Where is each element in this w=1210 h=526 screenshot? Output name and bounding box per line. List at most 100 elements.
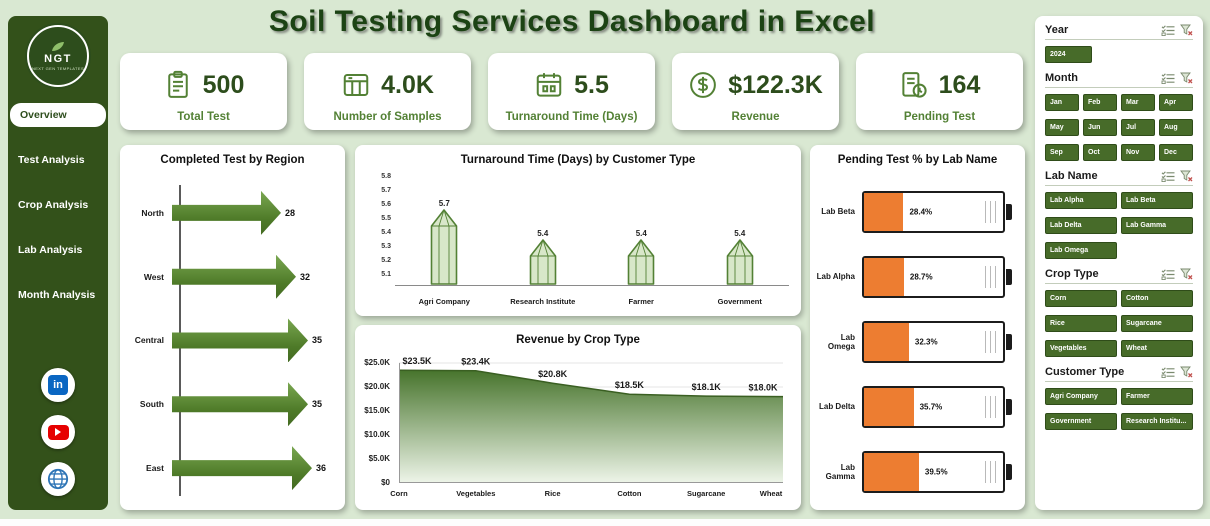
kpi-card-revenue: $122.3K Revenue bbox=[672, 53, 839, 130]
slicer-button-nov[interactable]: Nov bbox=[1121, 144, 1155, 161]
pencil-shape bbox=[627, 239, 655, 285]
bar-label: South bbox=[139, 399, 164, 410]
clear-filter-icon[interactable] bbox=[1180, 24, 1193, 36]
chart-title: Revenue by Crop Type bbox=[516, 334, 640, 346]
multiselect-icon[interactable] bbox=[1161, 170, 1175, 182]
slicer-button-aug[interactable]: Aug bbox=[1159, 119, 1193, 136]
slicer-button-lab-alpha[interactable]: Lab Alpha bbox=[1045, 192, 1117, 209]
x-tick: Research Institute bbox=[510, 297, 576, 306]
linkedin-icon[interactable] bbox=[41, 368, 75, 402]
kpi-label: Pending Test bbox=[903, 111, 976, 123]
multiselect-icon[interactable] bbox=[1161, 366, 1175, 378]
clear-filter-icon[interactable] bbox=[1180, 268, 1193, 280]
chart-revenue-by-crop-type: Revenue by Crop Type $25.0K $20.0K $15.0K $… bbox=[355, 325, 801, 510]
pencil-bar: 5.4 bbox=[494, 229, 593, 285]
bar-label: Lab Delta bbox=[818, 402, 855, 411]
kpi-value: 5.5 bbox=[574, 70, 609, 99]
bar-value: 5.4 bbox=[635, 229, 647, 238]
kpi-card-pending-test: 164 Pending Test bbox=[856, 53, 1023, 130]
slicer-title: Year bbox=[1045, 24, 1069, 36]
sidebar-item-overview[interactable]: Overview bbox=[10, 103, 106, 127]
pencil-bar: 5.4 bbox=[691, 229, 790, 285]
clear-filter-icon[interactable] bbox=[1180, 72, 1193, 84]
slicer-tools bbox=[1161, 72, 1193, 84]
clear-filter-icon[interactable] bbox=[1180, 170, 1193, 182]
battery-bar: 35.7% bbox=[862, 385, 1012, 428]
x-tick: Corn bbox=[390, 489, 408, 498]
slicer-button-dec[interactable]: Dec bbox=[1159, 144, 1193, 161]
sidebar-item-lab-analysis[interactable]: Lab Analysis bbox=[18, 244, 83, 256]
samples-icon bbox=[341, 70, 371, 100]
youtube-icon[interactable] bbox=[41, 415, 75, 449]
battery-stripes bbox=[985, 330, 999, 353]
battery-bar: 28.4% bbox=[862, 190, 1012, 233]
bar-value: 35 bbox=[312, 399, 323, 410]
battery-stripes bbox=[985, 460, 999, 483]
plot-area: North 28 West 32 Central 35 South 35 East 36 bbox=[132, 181, 341, 500]
slicer-button-lab-gamma[interactable]: Lab Gamma bbox=[1121, 217, 1193, 234]
slicer-button-feb[interactable]: Feb bbox=[1083, 94, 1117, 111]
battery-stripes bbox=[985, 265, 999, 288]
bar-value: 28.7% bbox=[909, 272, 933, 281]
pencil-bar: 5.4 bbox=[592, 229, 691, 285]
slicer-button-corn[interactable]: Corn bbox=[1045, 290, 1117, 307]
clear-filter-icon[interactable] bbox=[1180, 366, 1193, 378]
slicer-button-government[interactable]: Government bbox=[1045, 413, 1117, 430]
x-tick: Rice bbox=[544, 489, 561, 498]
slicer-button-farmer[interactable]: Farmer bbox=[1121, 388, 1193, 405]
x-axis: Agri Company Research Institute Farmer Gove… bbox=[395, 297, 789, 306]
slicer-button-may[interactable]: May bbox=[1045, 119, 1079, 136]
slicer-button-jun[interactable]: Jun bbox=[1083, 119, 1117, 136]
revenue-icon bbox=[688, 70, 718, 100]
slicer-title: Customer Type bbox=[1045, 366, 1125, 378]
slicer-lab-name: Lab Name Lab Alpha Lab Beta Lab Delta Lab Ga… bbox=[1045, 170, 1193, 259]
kpi-label: Total Test bbox=[177, 111, 230, 123]
slicer-button-cotton[interactable]: Cotton bbox=[1121, 290, 1193, 307]
slicer-button-sugarcane[interactable]: Sugarcane bbox=[1121, 315, 1193, 332]
slicer-button-rice[interactable]: Rice bbox=[1045, 315, 1117, 332]
bar-value: 35.7% bbox=[919, 402, 943, 411]
slicer-button-jan[interactable]: Jan bbox=[1045, 94, 1079, 111]
svg-text:$18.0K: $18.0K bbox=[748, 383, 778, 393]
chart-title: Turnaround Time (Days) by Customer Type bbox=[460, 154, 696, 166]
slicer-button-apr[interactable]: Apr bbox=[1159, 94, 1193, 111]
y-tick: 5.7 bbox=[381, 187, 391, 194]
sidebar-item-crop-analysis[interactable]: Crop Analysis bbox=[18, 199, 89, 211]
bar-value: 5.4 bbox=[734, 229, 746, 238]
multiselect-icon[interactable] bbox=[1161, 72, 1175, 84]
x-tick: Sugarcane bbox=[687, 489, 726, 498]
slicer-button-sep[interactable]: Sep bbox=[1045, 144, 1079, 161]
battery-stripes bbox=[985, 200, 999, 223]
battery-fill bbox=[864, 257, 904, 296]
kpi-value: 164 bbox=[938, 70, 981, 99]
battery-bar: 32.3% bbox=[862, 320, 1012, 363]
slicer-button-research-institu[interactable]: Research Institu... bbox=[1121, 413, 1193, 430]
social-links bbox=[8, 368, 108, 496]
svg-text:$20.8K: $20.8K bbox=[538, 369, 568, 379]
multiselect-icon[interactable] bbox=[1161, 24, 1175, 36]
slicer-button-lab-delta[interactable]: Lab Delta bbox=[1045, 217, 1117, 234]
slicer-button-wheat[interactable]: Wheat bbox=[1121, 340, 1193, 357]
bar-value: 28 bbox=[285, 207, 296, 218]
kpi-top: $122.3K bbox=[680, 59, 831, 111]
slicer-button-lab-beta[interactable]: Lab Beta bbox=[1121, 192, 1193, 209]
sidebar-item-test-analysis[interactable]: Test Analysis bbox=[18, 154, 85, 166]
bar-value: 28.4% bbox=[909, 207, 933, 216]
slicer-button-vegetables[interactable]: Vegetables bbox=[1045, 340, 1117, 357]
slicer-button-lab-omega[interactable]: Lab Omega bbox=[1045, 242, 1117, 259]
slicer-button-mar[interactable]: Mar bbox=[1121, 94, 1155, 111]
battery-fill bbox=[864, 387, 914, 426]
tests-icon bbox=[163, 70, 193, 100]
globe-icon[interactable] bbox=[41, 462, 75, 496]
slicer-button-jul[interactable]: Jul bbox=[1121, 119, 1155, 136]
multiselect-icon[interactable] bbox=[1161, 268, 1175, 280]
slicer-button-oct[interactable]: Oct bbox=[1083, 144, 1117, 161]
y-tick: 5.8 bbox=[381, 173, 391, 180]
slicer-button-agri-company[interactable]: Agri Company bbox=[1045, 388, 1117, 405]
slicer-button-2024[interactable]: 2024 bbox=[1045, 46, 1092, 63]
bar-value: 36 bbox=[316, 463, 327, 474]
sidebar-item-month-analysis[interactable]: Month Analysis bbox=[18, 289, 96, 301]
y-axis: $25.0K $20.0K $15.0K $10.0K $5.0K $0 bbox=[357, 358, 395, 488]
kpi-top: 5.5 bbox=[496, 59, 647, 111]
sidebar-nav: Overview Test Analysis Crop Analysis Lab An… bbox=[8, 103, 108, 307]
